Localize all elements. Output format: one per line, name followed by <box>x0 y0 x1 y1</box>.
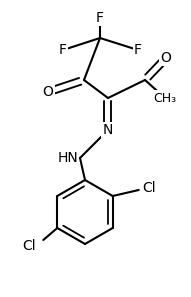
Text: CH₃: CH₃ <box>153 91 176 105</box>
Text: HN: HN <box>57 151 78 165</box>
Text: O: O <box>43 85 53 99</box>
Text: F: F <box>134 43 142 57</box>
Text: F: F <box>96 11 104 25</box>
Text: N: N <box>103 123 113 137</box>
Text: F: F <box>59 43 67 57</box>
Text: O: O <box>161 51 172 65</box>
Text: Cl: Cl <box>23 239 36 253</box>
Text: Cl: Cl <box>142 181 155 195</box>
